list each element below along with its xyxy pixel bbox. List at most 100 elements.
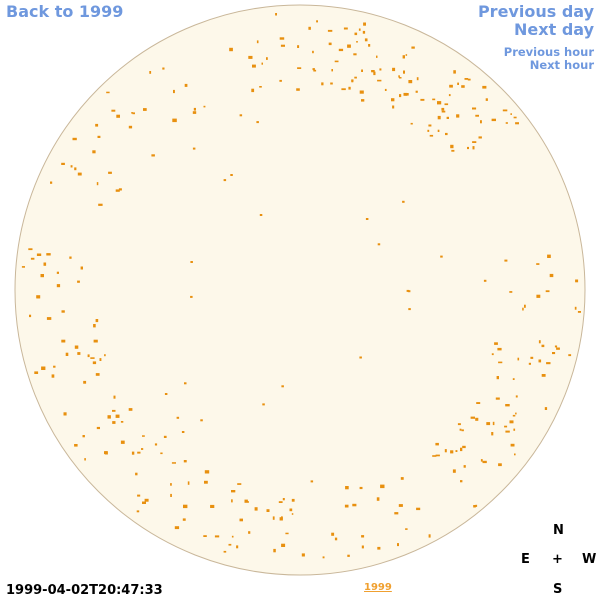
solar-feature-mark: [399, 94, 402, 98]
solar-feature-mark: [464, 78, 469, 80]
back-to-year-link[interactable]: Back to 1999: [6, 2, 124, 21]
solar-feature-mark: [347, 44, 351, 48]
solar-feature-mark: [183, 504, 188, 509]
solar-feature-mark: [538, 359, 542, 363]
solar-feature-mark: [36, 296, 40, 299]
solar-feature-mark: [65, 352, 69, 356]
solar-feature-mark: [377, 546, 381, 550]
year-link[interactable]: 1999: [364, 582, 392, 593]
solar-feature-mark: [362, 30, 366, 34]
next-hour-link[interactable]: Next hour: [529, 58, 594, 72]
solar-feature-mark: [334, 60, 339, 63]
solar-feature-mark: [96, 182, 99, 186]
solar-feature-mark: [51, 374, 55, 378]
solar-feature-mark: [406, 289, 410, 292]
solar-feature-mark: [483, 279, 487, 282]
solar-feature-mark: [93, 339, 98, 343]
solar-feature-mark: [513, 116, 517, 119]
solar-feature-mark: [377, 243, 381, 246]
solar-feature-mark: [353, 53, 357, 56]
solar-feature-mark: [494, 342, 498, 345]
solar-feature-mark: [223, 179, 227, 182]
solar-feature-mark: [530, 356, 534, 359]
solar-feature-mark: [462, 445, 466, 449]
next-day-link[interactable]: Next day: [514, 20, 594, 39]
solar-feature-mark: [144, 498, 149, 502]
solar-feature-mark: [351, 79, 354, 83]
solar-feature-mark: [354, 76, 357, 79]
solar-feature-mark: [99, 358, 102, 361]
solar-feature-mark: [377, 79, 382, 82]
solar-features-layer: [21, 13, 581, 559]
solar-feature-mark: [77, 280, 80, 283]
solar-feature-mark: [408, 80, 413, 84]
solar-feature-mark: [36, 253, 42, 256]
solar-feature-mark: [577, 311, 581, 313]
solar-feature-mark: [575, 279, 579, 283]
solar-feature-mark: [328, 42, 332, 46]
solar-feature-mark: [46, 253, 51, 256]
solar-feature-mark: [248, 55, 253, 59]
solar-feature-mark: [279, 37, 285, 40]
solar-disk: [14, 4, 586, 576]
solar-feature-mark: [495, 397, 500, 400]
compass-east: E: [521, 552, 530, 567]
solar-feature-mark: [106, 91, 110, 94]
solar-feature-mark: [236, 545, 239, 549]
solar-feature-mark: [505, 122, 508, 124]
solar-feature-mark: [428, 124, 432, 127]
solar-feature-mark: [498, 361, 503, 364]
solar-feature-mark: [384, 88, 387, 91]
solar-feature-mark: [504, 425, 508, 428]
solar-feature-mark: [285, 532, 289, 535]
solar-feature-mark: [192, 147, 196, 150]
solar-feature-mark: [61, 339, 66, 343]
solar-feature-mark: [403, 70, 405, 74]
solar-feature-mark: [53, 365, 56, 368]
solar-feature-mark: [344, 504, 349, 508]
solar-feature-mark: [358, 28, 361, 31]
solar-feature-mark: [297, 45, 300, 48]
solar-feature-mark: [29, 314, 32, 318]
solar-feature-mark: [229, 47, 233, 52]
solar-feature-mark: [472, 107, 477, 110]
solar-feature-mark: [115, 414, 120, 418]
solar-feature-mark: [170, 493, 172, 497]
previous-day-link[interactable]: Previous day: [477, 2, 594, 21]
solar-feature-mark: [348, 86, 351, 90]
solar-feature-mark: [96, 426, 100, 430]
solar-feature-mark: [435, 454, 440, 457]
solar-feature-mark: [397, 543, 399, 547]
solar-feature-mark: [368, 44, 371, 47]
solar-feature-mark: [170, 483, 172, 486]
solar-feature-mark: [549, 273, 554, 278]
solar-feature-mark: [74, 167, 77, 171]
solar-feature-mark: [482, 85, 487, 89]
solar-feature-mark: [441, 107, 445, 111]
solar-feature-mark: [327, 29, 333, 32]
solar-feature-mark: [143, 108, 147, 111]
solar-feature-mark: [74, 444, 78, 447]
solar-feature-mark: [301, 553, 305, 557]
solar-feature-mark: [61, 162, 65, 165]
solar-feature-mark: [509, 420, 514, 424]
solar-feature-mark: [455, 450, 458, 452]
solar-feature-mark: [403, 92, 408, 96]
solar-feature-mark: [266, 57, 268, 60]
solar-feature-mark: [281, 543, 286, 547]
solar-feature-mark: [496, 376, 499, 380]
solar-feature-mark: [441, 110, 446, 113]
solar-feature-mark: [460, 447, 463, 452]
compass-center: +: [552, 552, 563, 567]
solar-feature-mark: [111, 109, 116, 112]
solar-feature-mark: [135, 472, 138, 476]
solar-feature-mark: [478, 136, 482, 139]
solar-feature-mark: [363, 22, 366, 26]
solar-feature-mark: [210, 504, 215, 508]
solar-feature-mark: [204, 470, 210, 474]
solar-feature-mark: [331, 69, 333, 72]
solar-feature-mark: [308, 26, 311, 30]
solar-feature-mark: [491, 432, 494, 436]
solar-feature-mark: [90, 357, 95, 359]
previous-hour-link[interactable]: Previous hour: [503, 45, 594, 59]
